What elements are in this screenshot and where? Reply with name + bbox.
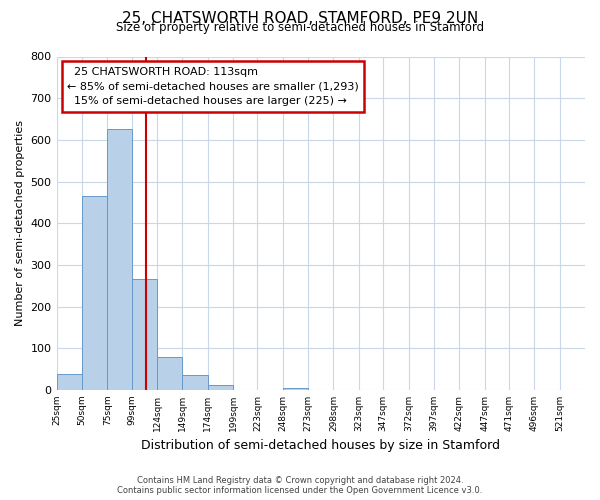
Bar [131,280,157,390]
Bar [82,196,107,390]
Bar [56,374,82,390]
Bar [157,356,182,390]
Text: Size of property relative to semi-detached houses in Stamford: Size of property relative to semi-detach… [116,22,484,35]
Bar [208,385,233,390]
Text: 25, CHATSWORTH ROAD, STAMFORD, PE9 2UN: 25, CHATSWORTH ROAD, STAMFORD, PE9 2UN [122,11,478,26]
Y-axis label: Number of semi-detached properties: Number of semi-detached properties [15,120,25,326]
Text: 25 CHATSWORTH ROAD: 113sqm
← 85% of semi-detached houses are smaller (1,293)
  1: 25 CHATSWORTH ROAD: 113sqm ← 85% of semi… [67,66,359,106]
Bar [182,376,208,390]
Bar [107,130,131,390]
X-axis label: Distribution of semi-detached houses by size in Stamford: Distribution of semi-detached houses by … [141,440,500,452]
Text: Contains HM Land Registry data © Crown copyright and database right 2024.
Contai: Contains HM Land Registry data © Crown c… [118,476,482,495]
Bar [283,388,308,390]
